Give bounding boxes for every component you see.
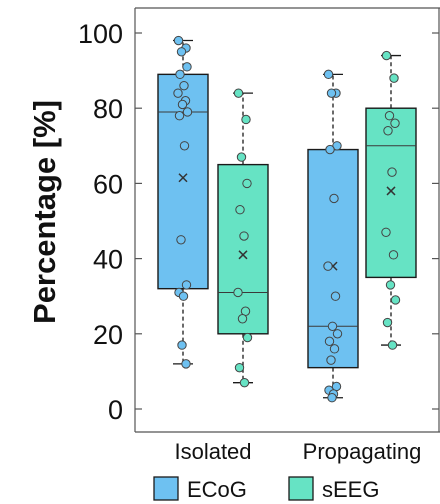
data-point <box>173 35 184 46</box>
data-point <box>323 69 334 80</box>
mean-marker <box>238 250 248 260</box>
data-point <box>181 359 191 369</box>
data-point <box>382 317 393 328</box>
data-point <box>182 62 192 72</box>
x-axis-categories: Isolated Propagating <box>174 439 421 464</box>
legend-swatch <box>288 476 314 501</box>
mean-marker <box>178 173 188 183</box>
data-point <box>326 355 336 365</box>
data-point <box>239 377 250 388</box>
y-tick-label: 60 <box>93 169 123 199</box>
data-point <box>174 111 185 121</box>
data-point <box>330 291 341 301</box>
data-point <box>235 205 245 215</box>
data-point <box>324 336 335 347</box>
data-point <box>181 280 192 290</box>
y-axis-label: Percentage [%] <box>27 100 62 324</box>
data-point <box>236 152 247 162</box>
data-point <box>327 321 338 331</box>
legend-swatch <box>153 476 179 501</box>
y-tick-label: 40 <box>93 245 123 275</box>
mean-marker <box>386 186 396 196</box>
data-point <box>381 50 392 61</box>
data-point <box>179 80 189 91</box>
legend-label: sEEG <box>322 477 379 502</box>
data-point <box>388 250 399 260</box>
data-point <box>179 141 190 151</box>
data-point <box>176 47 187 57</box>
data-point <box>387 167 397 177</box>
data-point <box>239 231 249 241</box>
data-point <box>390 118 400 128</box>
data-point <box>241 114 251 125</box>
data-point <box>175 69 185 80</box>
box-seeg-isolated <box>217 88 269 388</box>
data-point <box>387 340 398 350</box>
y-tick-label: 100 <box>78 19 123 49</box>
data-point <box>329 193 339 204</box>
legend: ECoG sEEG <box>153 476 379 502</box>
y-tick-label: 0 <box>108 395 123 425</box>
data-point <box>390 295 401 305</box>
data-point <box>177 340 187 350</box>
data-point <box>326 88 337 98</box>
y-tick-label: 20 <box>93 320 123 350</box>
box-iqr <box>217 163 269 335</box>
data-point <box>383 126 393 136</box>
data-point <box>384 111 395 121</box>
data-point <box>325 144 335 155</box>
data-point <box>182 107 193 117</box>
data-point <box>381 227 391 237</box>
data-point <box>233 287 243 298</box>
data-point <box>332 329 343 339</box>
data-point <box>329 344 340 354</box>
data-point <box>178 291 189 301</box>
y-axis-ticks: 0 20 40 60 80 100 <box>78 19 439 425</box>
data-point <box>233 88 244 98</box>
data-point <box>327 393 337 403</box>
x-category-label: Propagating <box>303 439 422 464</box>
box-ecog-isolated <box>157 35 209 369</box>
y-tick-label: 80 <box>93 94 123 124</box>
box-seeg-propagating <box>365 50 417 350</box>
data-point <box>242 178 252 189</box>
data-point <box>177 99 188 110</box>
data-point <box>389 73 399 83</box>
box-iqr <box>157 73 209 290</box>
x-category-label: Isolated <box>174 439 251 464</box>
plot-area <box>134 7 440 433</box>
box-ecog-propagating <box>307 69 359 403</box>
box-iqr <box>307 148 359 369</box>
data-point <box>242 332 253 343</box>
data-point <box>323 261 333 271</box>
data-point <box>173 88 183 98</box>
legend-label: ECoG <box>187 477 247 502</box>
box-iqr <box>365 107 417 279</box>
data-point <box>385 280 396 290</box>
data-point <box>234 362 245 373</box>
data-point <box>237 314 248 324</box>
data-point <box>176 235 186 245</box>
